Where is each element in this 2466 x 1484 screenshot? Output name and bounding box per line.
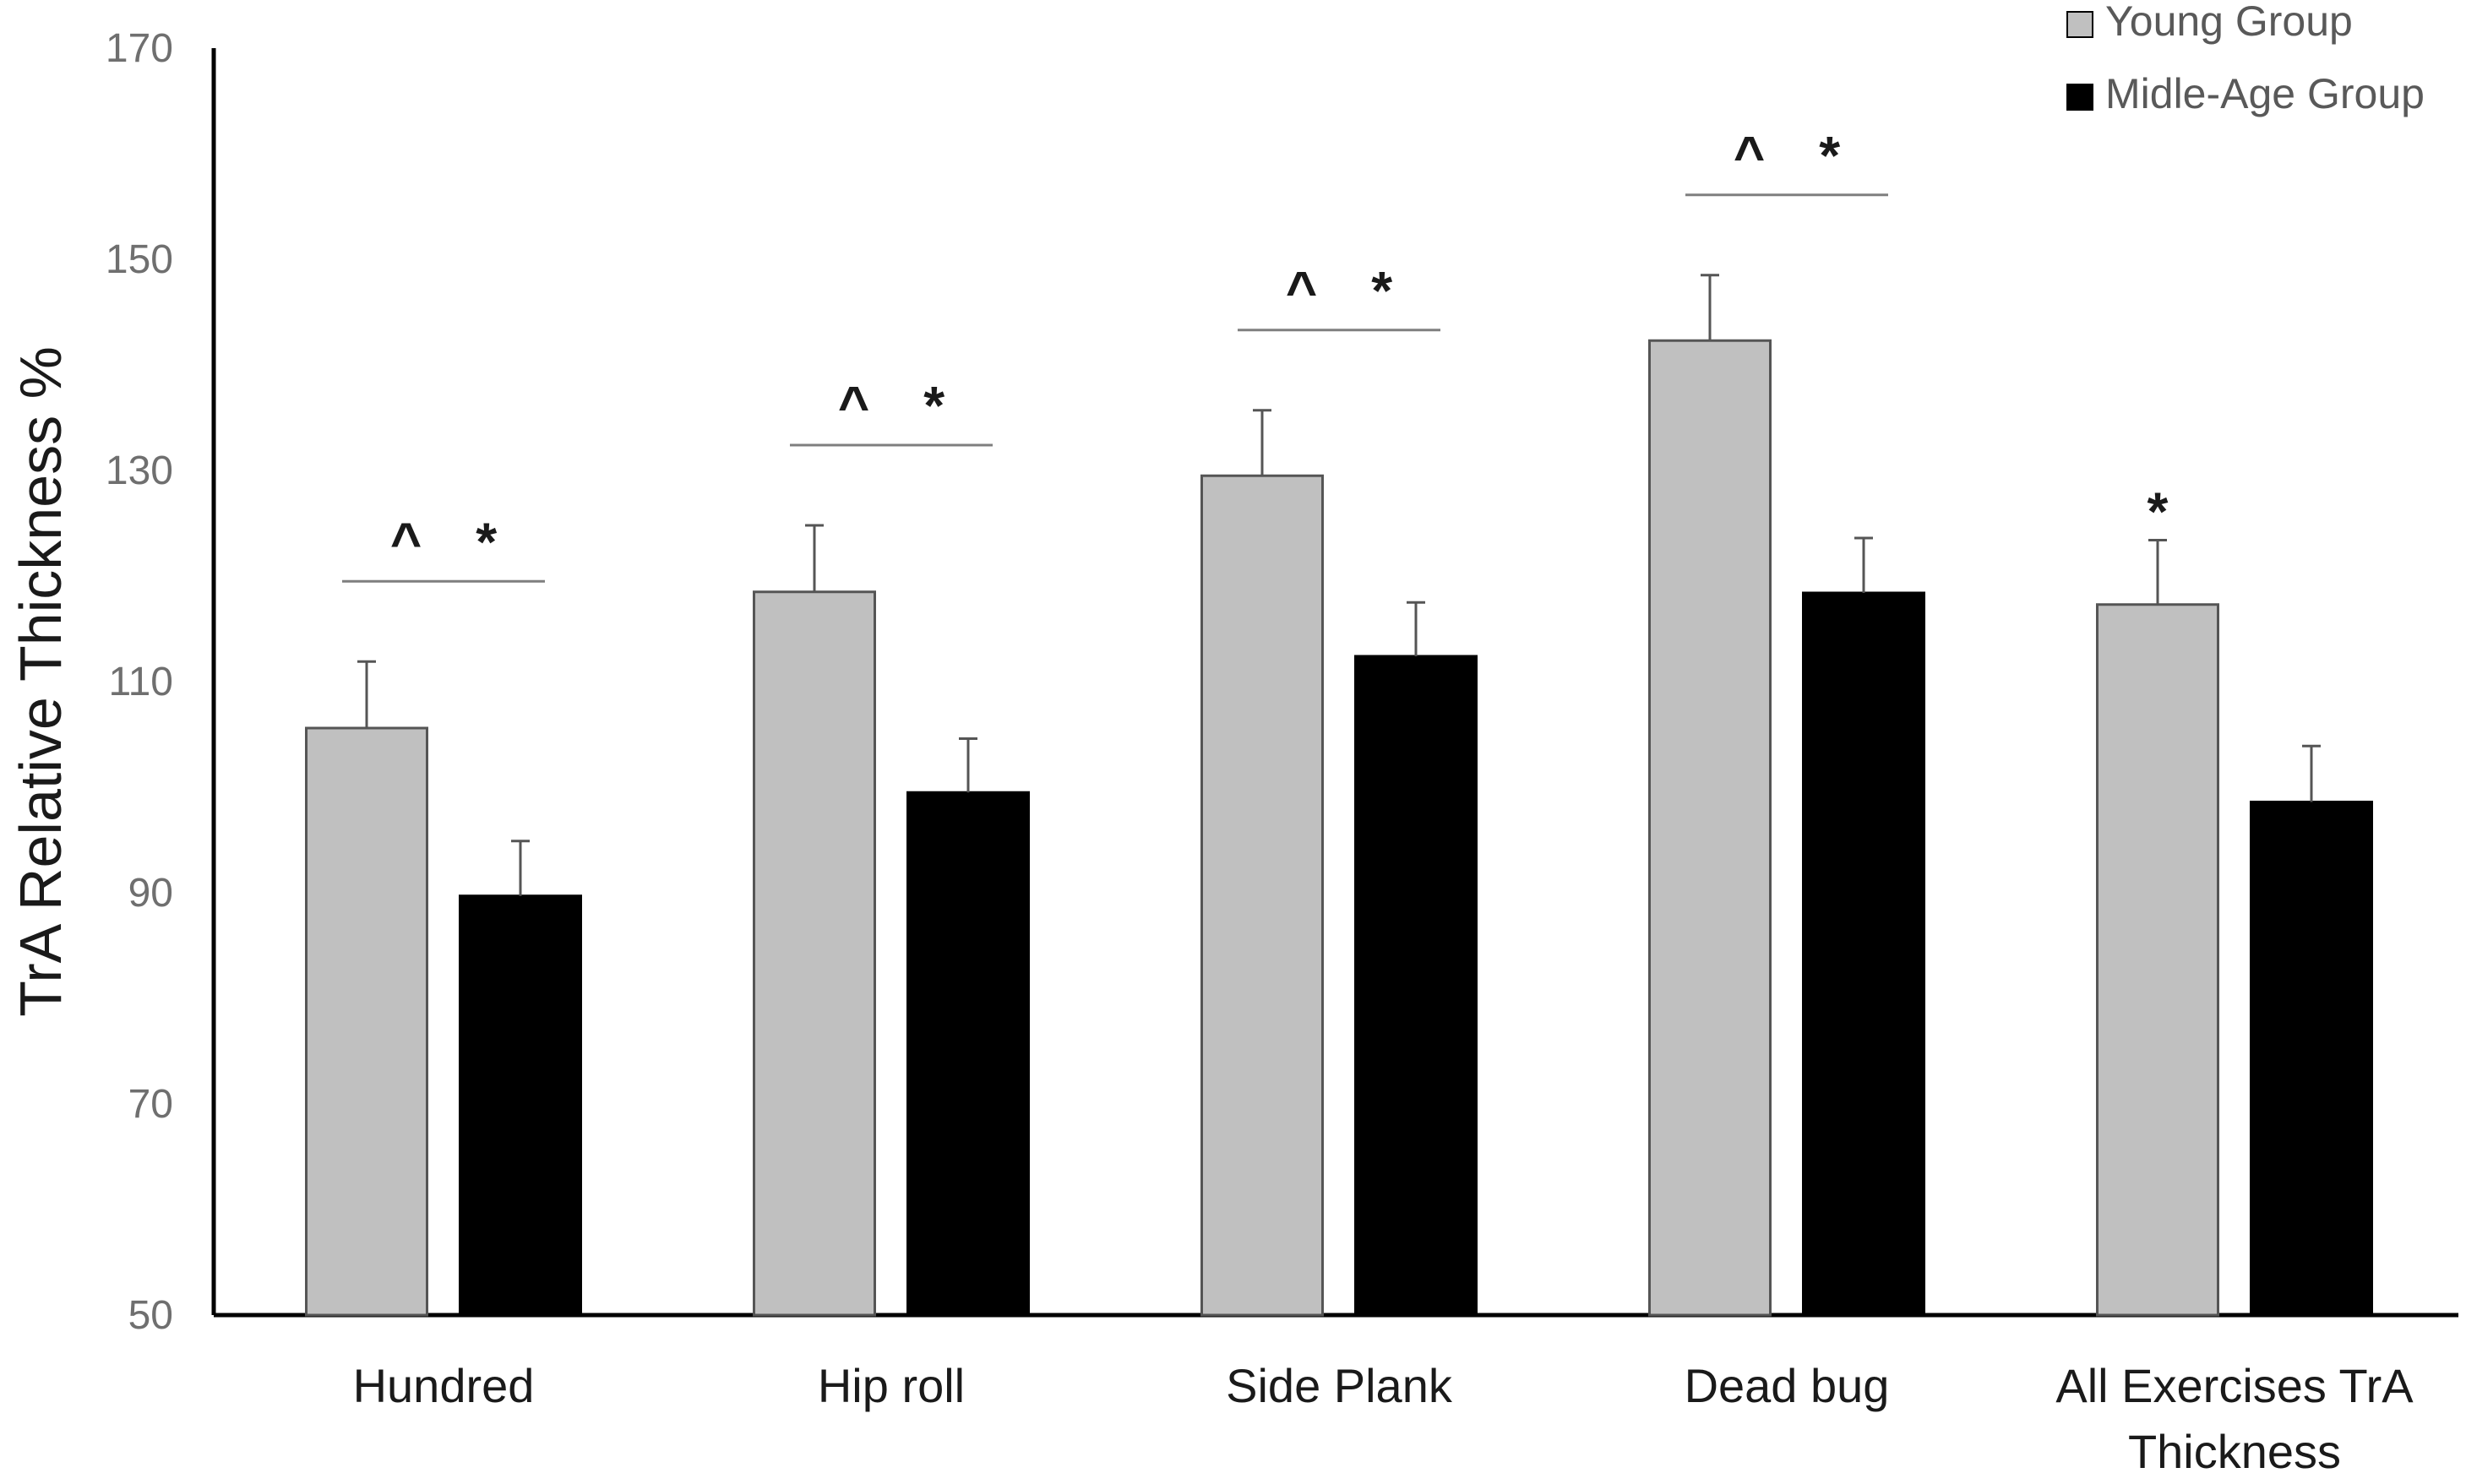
bar-midle-age-2 [1354, 655, 1478, 1317]
bar-young-4 [2096, 603, 2219, 1317]
bar-young-0 [305, 726, 428, 1317]
y-tick-label: 110 [108, 660, 173, 704]
category-label: All Exercises TrA [2055, 1359, 2414, 1412]
significance-marker: * [2148, 481, 2169, 542]
bar-young-2 [1200, 474, 1324, 1317]
y-tick-label: 170 [106, 26, 173, 71]
y-tick-label: 150 [106, 237, 173, 282]
significance-marker: ^ * [838, 375, 944, 436]
legend-label-midle-age: Midle-Age Group [2105, 70, 2425, 117]
significance-marker: ^ * [1734, 125, 1840, 186]
y-tick-label: 130 [106, 448, 173, 493]
bar-young-1 [753, 590, 876, 1317]
bar-young-3 [1648, 339, 1772, 1317]
y-tick-label: 90 [128, 871, 173, 916]
bar-midle-age-0 [459, 894, 582, 1317]
category-label: Side Plank [1226, 1359, 1453, 1412]
legend-swatch-midle-age [2066, 84, 2093, 111]
y-tick-label: 70 [128, 1082, 173, 1127]
category-label: Hip roll [818, 1359, 965, 1412]
bar-midle-age-4 [2250, 801, 2373, 1317]
category-label: Thickness [2128, 1425, 2341, 1478]
legend-swatch-young [2066, 11, 2093, 38]
y-axis-title: TrA Relative Thickness % [8, 346, 73, 1017]
category-label: Hundred [353, 1359, 535, 1412]
significance-marker: ^ * [1286, 260, 1392, 321]
category-label: Dead bug [1685, 1359, 1890, 1412]
y-tick-label: 50 [128, 1293, 173, 1338]
bar-midle-age-3 [1802, 591, 1925, 1317]
legend-label-young: Young Group [2105, 0, 2353, 45]
significance-marker: ^ * [390, 511, 497, 572]
bar-midle-age-1 [906, 791, 1030, 1317]
